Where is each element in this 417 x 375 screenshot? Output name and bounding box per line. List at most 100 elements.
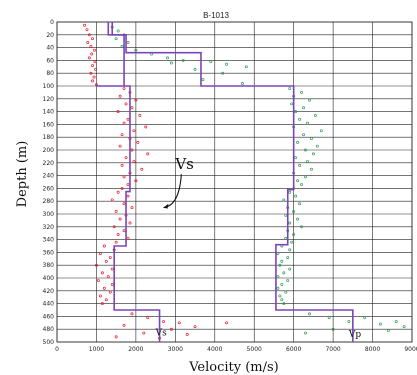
chart-title: B-1013 xyxy=(203,11,229,20)
data-point xyxy=(165,56,169,60)
data-point xyxy=(124,156,128,160)
data-point xyxy=(114,209,118,213)
data-point xyxy=(93,48,96,52)
data-point xyxy=(136,140,140,144)
data-point xyxy=(296,140,300,144)
annotation-layer: Vs Vs Vp xyxy=(155,155,362,340)
data-point xyxy=(126,236,130,240)
data-point xyxy=(327,316,331,320)
data-point xyxy=(276,252,280,256)
data-point xyxy=(282,302,286,306)
data-point xyxy=(93,60,97,64)
data-point xyxy=(116,233,120,236)
data-point xyxy=(120,44,124,48)
y-tick-label: 240 xyxy=(43,173,55,180)
data-point xyxy=(280,298,284,302)
data-point xyxy=(134,98,138,102)
y-tick-label: 460 xyxy=(43,313,55,320)
data-point xyxy=(114,240,118,244)
data-point xyxy=(292,209,296,213)
data-point xyxy=(102,244,106,248)
data-point xyxy=(98,252,102,256)
data-point xyxy=(309,137,313,140)
data-point xyxy=(282,198,286,202)
data-point xyxy=(284,213,288,217)
data-point xyxy=(309,167,313,171)
y-tick-label: 420 xyxy=(43,288,55,295)
data-point xyxy=(284,236,288,240)
data-point xyxy=(315,144,319,148)
data-point xyxy=(112,225,116,229)
data-point xyxy=(294,110,298,114)
data-point xyxy=(288,221,292,225)
x-axis-label: Velocity (m/s) xyxy=(188,360,279,375)
data-point xyxy=(162,320,165,323)
y-tick-label: 220 xyxy=(43,160,55,167)
data-point xyxy=(100,271,104,275)
data-point xyxy=(126,183,130,187)
data-point xyxy=(104,298,108,302)
data-point xyxy=(116,190,120,194)
data-point xyxy=(91,79,94,83)
data-point xyxy=(89,44,93,48)
y-tick-label: 160 xyxy=(43,121,55,128)
series-vp-model xyxy=(111,22,354,342)
data-point xyxy=(142,331,146,335)
data-point xyxy=(300,183,304,187)
x-tick-label: 9000 xyxy=(404,346,417,353)
x-tick-label: 4000 xyxy=(207,346,222,353)
data-point xyxy=(386,329,390,332)
y-tick-label: 140 xyxy=(43,109,55,116)
x-tick-label: 6000 xyxy=(286,346,301,353)
y-tick-label: 400 xyxy=(43,275,55,282)
data-point xyxy=(225,62,229,66)
data-point xyxy=(282,271,286,275)
data-point xyxy=(134,179,138,183)
data-point xyxy=(402,325,406,329)
annotation-label: Vp xyxy=(348,330,361,340)
data-point xyxy=(288,267,292,271)
y-tick-label: 60 xyxy=(46,57,54,64)
data-point xyxy=(110,198,114,202)
series-vs xyxy=(83,23,229,340)
data-point xyxy=(130,106,134,110)
data-point xyxy=(120,186,124,190)
data-point xyxy=(118,217,122,221)
y-tick-label: 320 xyxy=(43,224,55,231)
data-point xyxy=(144,125,148,129)
y-tick-label: 440 xyxy=(43,301,55,308)
data-point xyxy=(118,144,122,148)
y-tick-label: 380 xyxy=(43,262,55,269)
data-point xyxy=(116,110,120,114)
data-point xyxy=(378,322,382,326)
data-point xyxy=(209,60,213,64)
data-point xyxy=(313,113,317,117)
data-point xyxy=(89,71,93,75)
data-point xyxy=(331,327,335,331)
y-tick-label: 80 xyxy=(46,70,54,77)
y-tick-label: 180 xyxy=(43,134,55,141)
annotation-arrow xyxy=(163,174,182,209)
data-point xyxy=(193,325,197,329)
data-point xyxy=(306,121,309,125)
data-point xyxy=(91,37,94,41)
data-point xyxy=(280,282,284,286)
data-point xyxy=(286,279,290,283)
data-point xyxy=(288,190,292,194)
data-point xyxy=(110,267,114,271)
data-point xyxy=(120,163,124,167)
data-point xyxy=(130,312,134,316)
data-point xyxy=(302,106,305,110)
data-point xyxy=(276,286,280,290)
data-point xyxy=(91,64,94,67)
data-point xyxy=(363,316,367,320)
data-point xyxy=(94,67,98,71)
plot-frame xyxy=(56,21,413,343)
y-tick-label: 260 xyxy=(43,185,55,192)
data-point xyxy=(276,275,280,279)
data-point xyxy=(278,263,282,267)
y-tick-label: 200 xyxy=(43,147,55,154)
data-point xyxy=(83,23,87,27)
data-point xyxy=(120,133,124,137)
